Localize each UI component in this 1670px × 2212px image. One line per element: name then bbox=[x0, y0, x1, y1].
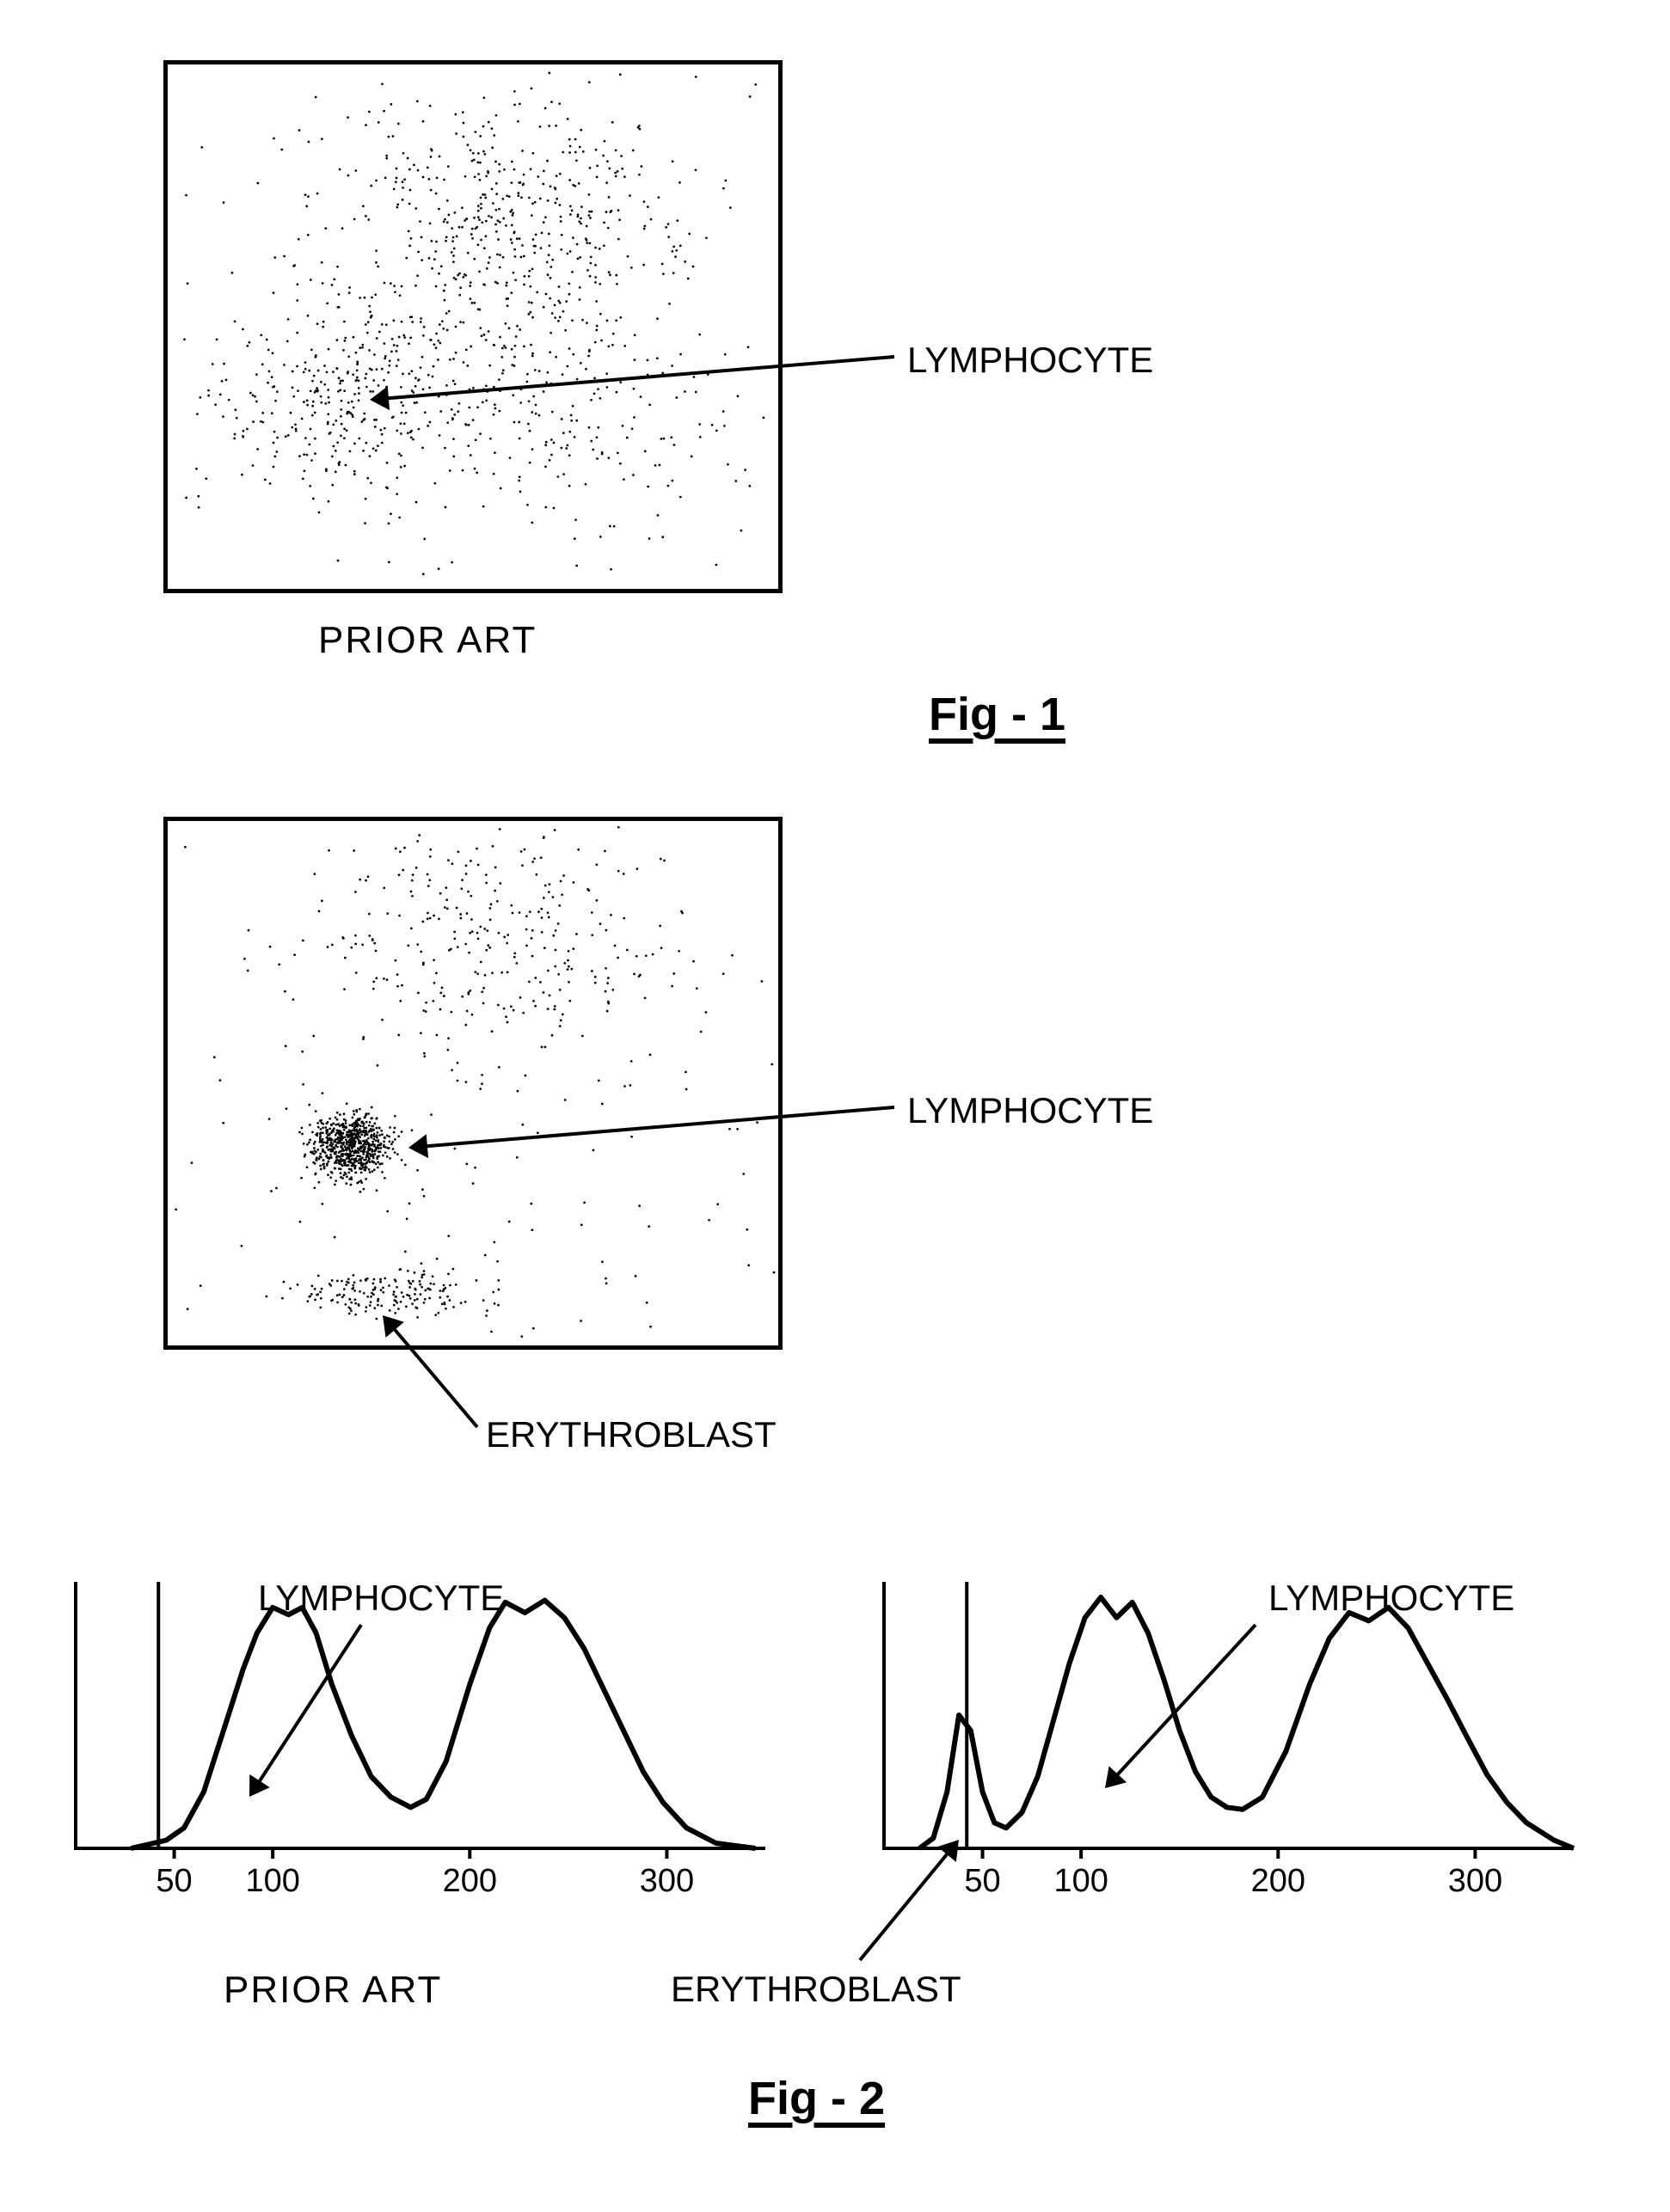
fig2-scatter-erythroblast-label: ERYTHROBLAST bbox=[486, 1414, 777, 1455]
fig2-hist-left-prior-art-label: PRIOR ART bbox=[224, 1969, 442, 2012]
fig2-hist-right-erythroblast-label: ERYTHROBLAST bbox=[671, 1969, 961, 2010]
svg-text:300: 300 bbox=[1448, 1863, 1502, 1899]
fig1-label: Fig - 1 bbox=[929, 688, 1065, 741]
svg-text:200: 200 bbox=[443, 1863, 497, 1899]
fig2-scatter-lymphocyte-label: LYMPHOCYTE bbox=[907, 1090, 1153, 1131]
fig2-scatter-plot-svg bbox=[168, 821, 778, 1345]
fig2-scatter-plot bbox=[163, 817, 783, 1350]
fig2-hist-left-lymphocyte-label: LYMPHOCYTE bbox=[258, 1578, 504, 1619]
fig2-label: Fig - 2 bbox=[748, 2072, 885, 2125]
fig1-scatter-plot bbox=[163, 60, 783, 593]
svg-text:50: 50 bbox=[964, 1863, 1000, 1899]
svg-text:200: 200 bbox=[1251, 1863, 1305, 1899]
fig2-hist-right: 50 100 200 300 bbox=[869, 1573, 1582, 1900]
fig2-hist-left: 50 100 200 300 bbox=[60, 1573, 774, 1900]
fig2-hist-right-lymphocyte-label: LYMPHOCYTE bbox=[1268, 1578, 1514, 1619]
svg-text:100: 100 bbox=[1053, 1863, 1108, 1899]
fig1-scatter-plot-svg bbox=[168, 64, 778, 589]
fig1-prior-art-label: PRIOR ART bbox=[318, 619, 537, 662]
svg-text:50: 50 bbox=[156, 1863, 192, 1899]
svg-text:100: 100 bbox=[245, 1863, 299, 1899]
svg-text:300: 300 bbox=[640, 1863, 694, 1899]
fig1-lymphocyte-label: LYMPHOCYTE bbox=[907, 340, 1153, 381]
